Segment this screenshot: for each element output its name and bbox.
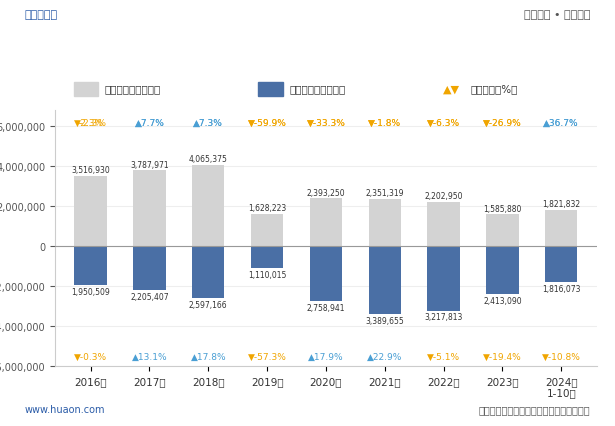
Text: 1,816,073: 1,816,073 — [542, 285, 581, 294]
Bar — [133, 171, 165, 247]
Text: 2,202,950: 2,202,950 — [424, 192, 463, 201]
Text: ▲13.1%: ▲13.1% — [132, 352, 167, 361]
Text: ▲17.8%: ▲17.8% — [191, 352, 226, 361]
Text: 2,413,090: 2,413,090 — [483, 296, 522, 305]
Text: 2,205,407: 2,205,407 — [130, 292, 169, 301]
Text: 出口总额（千美元）: 出口总额（千美元） — [105, 84, 161, 95]
Text: ▼-26.9%: ▼-26.9% — [483, 118, 522, 127]
Text: ▲17.9%: ▲17.9% — [308, 352, 344, 361]
Text: ▲36.7%: ▲36.7% — [544, 118, 579, 127]
Text: 1,628,223: 1,628,223 — [248, 204, 286, 213]
Text: 2,758,941: 2,758,941 — [307, 303, 345, 312]
Text: ▲7.7%: ▲7.7% — [135, 118, 164, 127]
Bar — [486, 215, 518, 247]
Text: 华经情报网: 华经情报网 — [25, 10, 58, 20]
Text: 2016-2024年10月漕河泾综合保税区进、出口额: 2016-2024年10月漕河泾综合保税区进、出口额 — [161, 44, 454, 62]
Text: ▼-5.1%: ▼-5.1% — [427, 352, 460, 361]
Bar — [192, 247, 224, 298]
Text: ▲7.3%: ▲7.3% — [193, 118, 223, 127]
Text: 2,351,319: 2,351,319 — [365, 189, 404, 198]
Text: ▼-59.9%: ▼-59.9% — [248, 118, 287, 127]
Bar — [133, 247, 165, 291]
Text: ▼-26.9%: ▼-26.9% — [483, 118, 522, 127]
Bar — [74, 176, 107, 247]
Text: 4,065,375: 4,065,375 — [189, 155, 228, 164]
Bar — [251, 247, 284, 269]
Text: 进口总额（千美元）: 进口总额（千美元） — [289, 84, 345, 95]
Text: 3,389,655: 3,389,655 — [365, 316, 404, 325]
Text: 专业严谨 • 客观科学: 专业严谨 • 客观科学 — [524, 10, 590, 20]
Bar — [310, 247, 342, 302]
Text: ▼-1.8%: ▼-1.8% — [368, 118, 402, 127]
Text: 1,110,015: 1,110,015 — [248, 271, 287, 279]
Text: ▼-2.3%: ▼-2.3% — [74, 118, 107, 127]
Text: ▲22.9%: ▲22.9% — [367, 352, 402, 361]
Bar — [486, 247, 518, 295]
Text: ▼-19.4%: ▼-19.4% — [483, 352, 522, 361]
Text: ▼-10.8%: ▼-10.8% — [542, 352, 581, 361]
Bar — [251, 214, 284, 247]
Text: ▼-57.3%: ▼-57.3% — [248, 352, 287, 361]
Bar — [192, 165, 224, 247]
Text: ▼-33.3%: ▼-33.3% — [306, 118, 346, 127]
Text: ▲36.7%: ▲36.7% — [544, 118, 579, 127]
Bar — [74, 83, 98, 96]
Text: ▼-59.9%: ▼-59.9% — [248, 118, 287, 127]
Text: 1,950,509: 1,950,509 — [71, 287, 110, 296]
Text: 数据来源：中国海关，华经产业研究院整理: 数据来源：中国海关，华经产业研究院整理 — [478, 404, 590, 414]
Text: ▼-6.3%: ▼-6.3% — [427, 118, 460, 127]
Bar — [74, 247, 107, 285]
Text: 3,217,813: 3,217,813 — [424, 312, 463, 321]
Text: 1,821,832: 1,821,832 — [542, 200, 581, 209]
Text: ▲7.3%: ▲7.3% — [193, 118, 223, 127]
Text: 2,393,250: 2,393,250 — [307, 188, 345, 197]
Text: ▲7.7%: ▲7.7% — [135, 118, 164, 127]
Text: ▼-0.3%: ▼-0.3% — [74, 352, 107, 361]
Text: ▼-33.3%: ▼-33.3% — [306, 118, 346, 127]
Text: -2.3%: -2.3% — [77, 118, 104, 127]
Text: 3,516,930: 3,516,930 — [71, 166, 110, 175]
Bar — [427, 247, 460, 311]
Text: ▼-1.8%: ▼-1.8% — [368, 118, 402, 127]
Bar — [368, 247, 401, 314]
Text: 3,787,971: 3,787,971 — [130, 160, 169, 169]
Text: www.huaon.com: www.huaon.com — [25, 404, 105, 414]
Bar — [427, 202, 460, 247]
Text: ▼-6.3%: ▼-6.3% — [427, 118, 460, 127]
Bar — [310, 199, 342, 247]
Bar — [258, 83, 283, 96]
Bar — [368, 200, 401, 247]
Bar — [545, 247, 577, 283]
Bar — [545, 210, 577, 247]
Text: 1,585,880: 1,585,880 — [483, 204, 522, 213]
Text: ▲▼: ▲▼ — [443, 84, 460, 95]
Text: 同比增速（%）: 同比增速（%） — [470, 84, 518, 95]
Text: 2,597,166: 2,597,166 — [189, 300, 228, 309]
